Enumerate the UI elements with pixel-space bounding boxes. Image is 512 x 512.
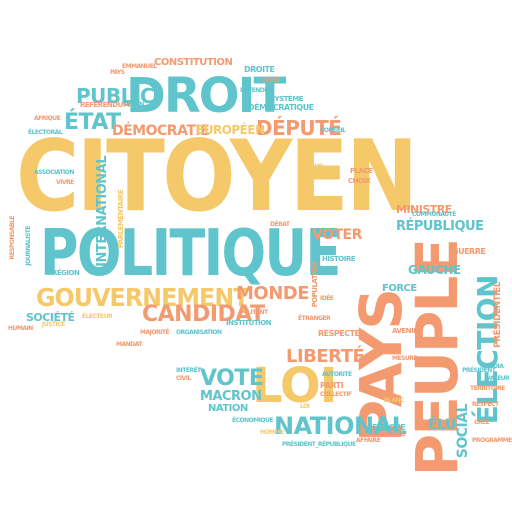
word-pays-small: PAYS (110, 69, 125, 76)
word-president-republique: PRÉSIDENT_RÉPUBLIQUE (282, 441, 356, 448)
word-accord: ACCORD (380, 431, 406, 438)
word-mandat: MANDAT (116, 341, 142, 348)
word-institution: INSTITUTION (226, 319, 272, 327)
word-economique: ÉCONOMIQUE (232, 417, 274, 424)
word-tour: TOUR (306, 163, 323, 170)
word-citoyen: CITOYEN (16, 120, 418, 234)
word-homme: HOMME (260, 429, 284, 436)
word-mesure: MESURE (392, 355, 417, 362)
word-liberte: LIBERTÉ (286, 346, 365, 367)
word-electoral: ÉLECTORAL (28, 129, 63, 136)
word-guerre: GUERRE (452, 247, 486, 256)
word-nation: NATION (208, 403, 248, 414)
word-europe: EUROPE (372, 423, 406, 432)
word-republique: RÉPUBLIQUE (396, 219, 484, 234)
word-choix: CHOIX (348, 177, 371, 185)
word-societe: SOCIÉTÉ (26, 311, 75, 324)
word-organisation: ORGANISATION (176, 329, 222, 336)
word-international: INTERNATIONAL (95, 156, 110, 267)
word-referendum: RÉFÉRENDUM (80, 101, 130, 109)
word-autorite: AUTORITÉ (322, 371, 352, 378)
word-place: PLACE (350, 167, 373, 175)
word-monde: MONDE (236, 283, 310, 304)
word-histoire: HISTOIRE (322, 255, 356, 263)
word-electeur: ÉLECTEUR (82, 313, 113, 320)
word-union: UNION (124, 101, 144, 108)
word-afrique: AFRIQUE (34, 115, 61, 122)
word-majorite: MAJORITÉ (140, 329, 170, 336)
word-depute: DÉPUTÉ (256, 116, 342, 140)
word-presidentiel: PRÉSIDENTIEL (493, 282, 503, 349)
word-militant: MILITANT (240, 309, 268, 316)
word-macron: MACRON (200, 389, 262, 404)
word-droite: DROITE (244, 65, 275, 74)
word-ministre: MINISTRE (396, 203, 452, 216)
word-valeur: VALEUR (486, 375, 510, 382)
word-force: FORCE (382, 283, 417, 294)
word-cree: CRÉÉ (474, 419, 490, 426)
word-etat: ÉTAT (64, 110, 121, 135)
word-journaliste: JOURNALISTE (25, 226, 32, 266)
word-etranger: ÉTRANGER (298, 315, 331, 322)
word-civil: CIVIL (176, 375, 191, 382)
word-affaire: AFFAIRE (356, 437, 381, 444)
word-humain: HUMAIN (8, 325, 33, 332)
word-media: MÉDIA (484, 363, 504, 370)
word-europeen: EUROPÉEN (196, 123, 265, 137)
word-vote: VOTE (200, 366, 264, 391)
word-democratie: DÉMOCRATIE (112, 123, 210, 139)
word-voter: VOTER (312, 227, 362, 243)
word-crise: CRISE (262, 77, 280, 84)
word-conseil: CONSEIL (320, 127, 346, 134)
word-idee: IDÉE (320, 295, 334, 302)
word-responsable: RESPONSABLE (9, 216, 16, 260)
word-national: NATIONAL (274, 412, 407, 440)
word-parti: PARTI (320, 381, 344, 390)
word-loi: LOI (252, 358, 338, 414)
word-gouvernement: GOUVERNEMENT (36, 283, 249, 312)
word-interet: INTÉRÊT (176, 367, 201, 374)
word-justice: JUSTICE (42, 321, 65, 328)
word-blanc: BLANC (384, 397, 404, 404)
word-emmanuel: EMMANUEL (122, 63, 157, 70)
word-politique: POLITIQUE (40, 217, 341, 291)
word-social: SOCIAL (455, 404, 471, 459)
word-territoire: TERRITOIRE (470, 385, 505, 392)
word-droit: DROIT (126, 68, 286, 124)
word-parlementaire: PARLEMENTAIRE (117, 190, 125, 249)
word-gauche: GAUCHE (408, 263, 461, 277)
word-population: POPULATION (311, 262, 319, 308)
word-defendre: DÉFENDRE (240, 87, 273, 94)
word-president: PRÉSIDENT (462, 367, 496, 374)
word-candidat: CANDIDAT (142, 302, 265, 327)
word-association: ASSOCIATION (34, 169, 74, 176)
word-communaute: COMMUNAUTÉ (412, 211, 456, 218)
word-respect: RESPECT (472, 401, 499, 408)
word-debat: DÉBAT (270, 221, 290, 228)
word-elu: ÉLU (428, 417, 456, 433)
word-loi-small: LOI (300, 403, 310, 410)
word-public: PUBLIC (76, 84, 155, 108)
word-avenir: AVENIR (392, 327, 419, 335)
word-region: RÉGION (52, 269, 80, 277)
word-programme: PROGRAMME (472, 437, 512, 444)
word-vivre: VIVRE (56, 179, 74, 186)
word-systeme: SYSTÈME (270, 95, 303, 103)
word-constitution: CONSTITUTION (154, 57, 233, 68)
word-democratique: DÉMOCRATIQUE (248, 103, 314, 112)
word-respecter: RESPECTER (318, 329, 366, 338)
word-collectif: COLLECTIF (320, 391, 352, 398)
